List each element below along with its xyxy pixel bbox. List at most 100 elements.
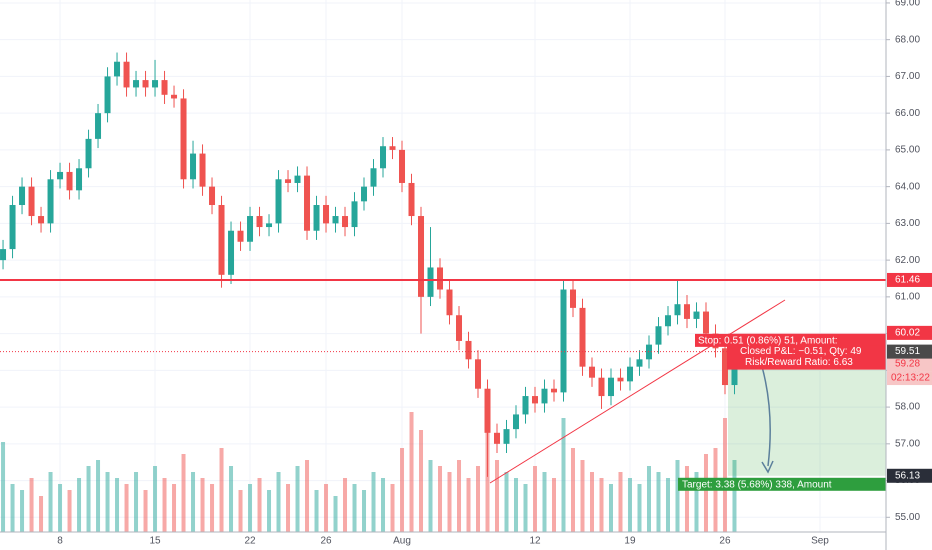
volume-bar [143, 490, 148, 532]
volume-bar [722, 418, 727, 532]
candle-body [342, 216, 349, 228]
volume-bar [428, 460, 433, 532]
candle-body [532, 396, 539, 404]
candle-body [199, 153, 206, 187]
x-tick-label: 22 [244, 536, 256, 547]
volume-bar [1, 442, 6, 532]
candle-body [465, 340, 472, 360]
volume-bar [551, 478, 556, 532]
volume-bar [58, 484, 63, 532]
volume-bar [124, 484, 129, 532]
candle-body [579, 307, 586, 367]
candle-body [218, 205, 225, 275]
y-tick-label: 66.00 [895, 108, 920, 119]
x-tick-label: 26 [719, 536, 731, 547]
candle-body [370, 168, 377, 187]
candle-body [541, 388, 548, 404]
volume-bar [419, 430, 424, 532]
candle-body [171, 94, 178, 99]
candle-body [275, 179, 282, 224]
candle-body [418, 216, 425, 297]
x-tick-label: Aug [393, 536, 411, 547]
volume-bar [96, 460, 101, 532]
volume-bar [77, 478, 82, 532]
y-tick-label: 62.00 [895, 255, 920, 266]
volume-bar [390, 484, 395, 532]
volume-bar [514, 478, 519, 532]
volume-bar [314, 490, 319, 532]
candle-body [484, 388, 491, 433]
volume-bar [48, 472, 53, 532]
candle-body [323, 205, 330, 224]
candle-body [332, 216, 339, 224]
volume-bar [10, 484, 15, 532]
volume-bar [362, 490, 367, 532]
candle-body [294, 175, 301, 183]
y-tick-label: 55.00 [895, 512, 920, 523]
candle-body [114, 61, 121, 77]
candle-body [389, 146, 396, 150]
volume-bar [580, 460, 585, 532]
volume-bar [39, 496, 44, 532]
candle-body [190, 153, 197, 180]
volume-bar [684, 466, 689, 532]
volume-bar [172, 484, 177, 532]
price-label: 59.28 [895, 359, 920, 370]
volume-bar [637, 484, 642, 532]
target-text: Target: 3.38 (5.68%) 338, Amount [682, 479, 832, 490]
volume-bar [618, 472, 623, 532]
countdown: 02:13:22 [891, 373, 930, 384]
candle-body [494, 432, 501, 444]
volume-bar [542, 472, 547, 532]
volume-bar [371, 472, 376, 532]
volume-bar [286, 484, 291, 532]
candle-body [408, 182, 415, 217]
candle-body [19, 186, 26, 206]
price-label-box [887, 325, 932, 340]
pnl-box [727, 345, 886, 370]
candle-body [47, 179, 54, 224]
ratio-text: Risk/Reward Ratio: 6.63 [745, 357, 853, 368]
candle-body [351, 201, 358, 228]
price-label: 56.13 [895, 470, 920, 481]
volume-bar [485, 424, 490, 532]
volume-bar [162, 478, 167, 532]
volume-bar [238, 490, 243, 532]
y-tick-label: 69.00 [895, 0, 920, 9]
target-box [678, 477, 886, 491]
y-tick-label: 64.00 [895, 181, 920, 192]
volume-bar [381, 478, 386, 532]
price-label-box [887, 344, 932, 359]
candle-body [123, 61, 130, 88]
candle-body [522, 396, 529, 415]
candle-body [209, 186, 216, 206]
volume-bar [229, 466, 234, 532]
volume-bar [495, 460, 500, 532]
candle-body [683, 304, 690, 319]
candle-body [664, 315, 671, 327]
candle-body [85, 138, 92, 169]
y-tick-label: 63.00 [895, 218, 920, 229]
candle-body [9, 205, 16, 250]
candle-body [266, 223, 273, 228]
candle-body [247, 216, 254, 242]
volume-bar [646, 466, 651, 532]
candle-body [104, 76, 111, 114]
pnl-text: Closed P&L: −0.51, Qty: 49 [740, 346, 862, 357]
y-tick-label: 67.00 [895, 71, 920, 82]
candle-body [142, 80, 149, 88]
volume-bar [608, 484, 613, 532]
volume-bar [333, 496, 338, 532]
volume-bar [665, 478, 670, 532]
volume-bar [257, 478, 262, 532]
candle-body [503, 429, 510, 444]
candle-body [380, 146, 387, 169]
candle-body [57, 171, 64, 180]
price-label: 61.46 [895, 275, 920, 286]
candle-body [180, 98, 187, 180]
volume-bar [504, 472, 509, 532]
candle-body [228, 230, 235, 275]
volume-bar [200, 478, 205, 532]
candle-body [721, 348, 728, 386]
y-tick-label: 68.00 [895, 34, 920, 45]
